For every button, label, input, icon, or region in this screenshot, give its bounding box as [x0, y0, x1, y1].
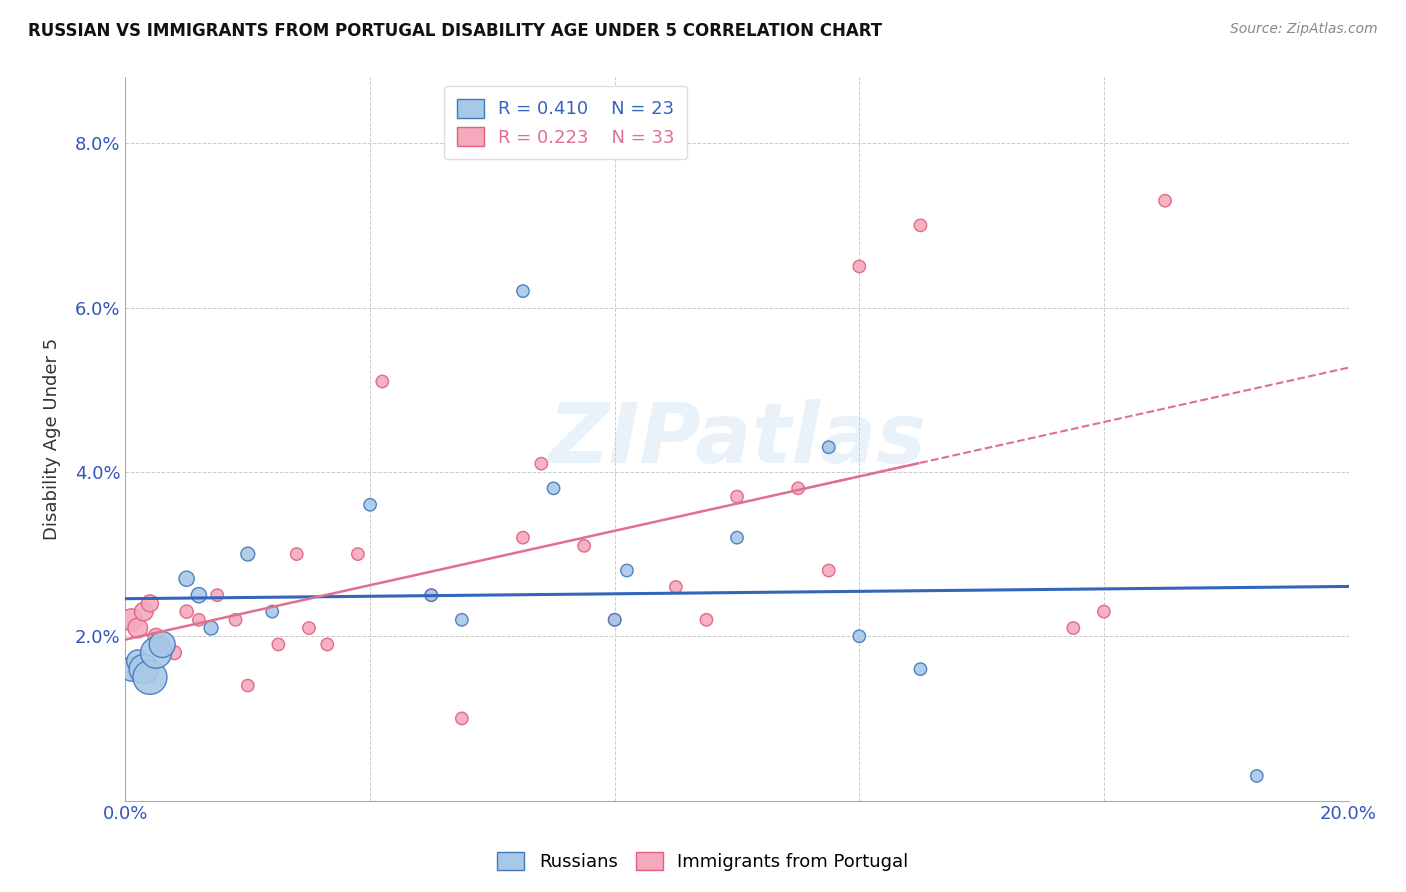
Point	[347, 547, 370, 561]
Point	[603, 613, 626, 627]
Point	[572, 539, 595, 553]
Point	[512, 531, 534, 545]
Point	[225, 613, 247, 627]
Point	[530, 457, 553, 471]
Point	[150, 638, 173, 652]
Point	[132, 605, 155, 619]
Point	[121, 613, 143, 627]
Point	[695, 613, 717, 627]
Point	[298, 621, 321, 635]
Point	[359, 498, 381, 512]
Point	[420, 588, 443, 602]
Point	[285, 547, 308, 561]
Point	[139, 670, 162, 684]
Point	[150, 638, 173, 652]
Point	[236, 547, 259, 561]
Point	[187, 613, 209, 627]
Point	[910, 219, 932, 233]
Point	[236, 679, 259, 693]
Point	[371, 375, 394, 389]
Point	[817, 564, 839, 578]
Point	[787, 481, 810, 495]
Text: Source: ZipAtlas.com: Source: ZipAtlas.com	[1230, 22, 1378, 37]
Y-axis label: Disability Age Under 5: Disability Age Under 5	[44, 338, 60, 541]
Point	[187, 588, 209, 602]
Point	[163, 646, 186, 660]
Point	[848, 260, 870, 274]
Point	[725, 490, 748, 504]
Point	[262, 605, 284, 619]
Text: RUSSIAN VS IMMIGRANTS FROM PORTUGAL DISABILITY AGE UNDER 5 CORRELATION CHART: RUSSIAN VS IMMIGRANTS FROM PORTUGAL DISA…	[28, 22, 882, 40]
Point	[512, 284, 534, 298]
Point	[121, 662, 143, 676]
Point	[1092, 605, 1115, 619]
Point	[450, 613, 472, 627]
Point	[1062, 621, 1084, 635]
Point	[145, 629, 167, 643]
Point	[127, 621, 149, 635]
Text: ZIPatlas: ZIPatlas	[548, 399, 927, 480]
Point	[450, 711, 472, 725]
Point	[145, 646, 167, 660]
Point	[817, 440, 839, 454]
Point	[543, 481, 565, 495]
Point	[603, 613, 626, 627]
Legend: Russians, Immigrants from Portugal: Russians, Immigrants from Portugal	[491, 845, 915, 879]
Point	[139, 596, 162, 610]
Point	[848, 629, 870, 643]
Legend: R = 0.410    N = 23, R = 0.223    N = 33: R = 0.410 N = 23, R = 0.223 N = 33	[444, 87, 688, 160]
Point	[1154, 194, 1177, 208]
Point	[200, 621, 222, 635]
Point	[420, 588, 443, 602]
Point	[1246, 769, 1268, 783]
Point	[176, 605, 198, 619]
Point	[267, 638, 290, 652]
Point	[127, 654, 149, 668]
Point	[616, 564, 638, 578]
Point	[910, 662, 932, 676]
Point	[316, 638, 339, 652]
Point	[132, 662, 155, 676]
Point	[725, 531, 748, 545]
Point	[205, 588, 228, 602]
Point	[176, 572, 198, 586]
Point	[665, 580, 688, 594]
